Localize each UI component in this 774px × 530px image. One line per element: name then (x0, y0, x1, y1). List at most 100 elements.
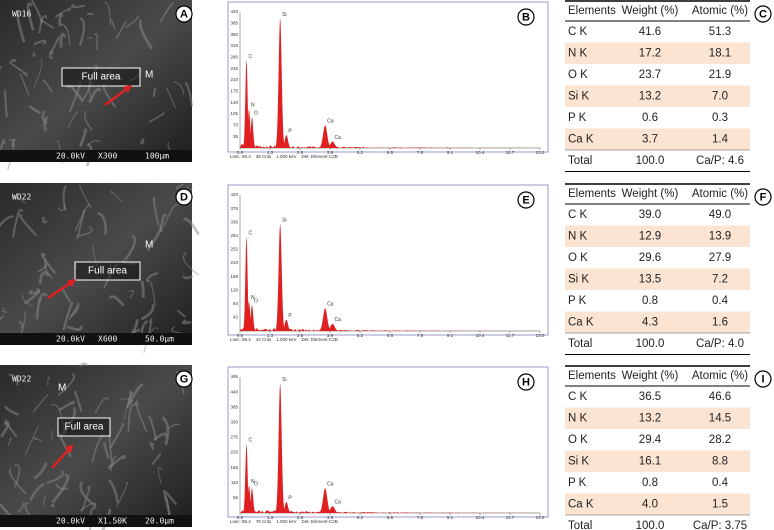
sem-texture (21, 293, 34, 307)
table-cell: 100.0 (636, 520, 665, 530)
sem-texture (147, 415, 158, 441)
peak (241, 237, 251, 331)
sem-texture (152, 87, 156, 97)
peak-label: Ca (327, 119, 334, 125)
table-cell: O K (568, 252, 588, 264)
full-area-label: Full area (88, 266, 127, 277)
sem-texture (115, 20, 127, 40)
sem-texture (35, 292, 48, 320)
table-cell: 100.0 (636, 338, 665, 350)
sem-texture (16, 11, 26, 43)
table-cell: C K (568, 391, 588, 403)
sem-texture (57, 204, 66, 212)
y-tick-label: 252 (230, 247, 238, 252)
peak-label: N (251, 102, 255, 108)
row-shade (565, 268, 750, 290)
sem-texture (77, 226, 93, 238)
sem-texture (60, 406, 77, 438)
y-tick-label: 110 (231, 480, 239, 485)
sem-texture (28, 289, 41, 295)
sem-mag: X600 (98, 335, 117, 344)
sem-texture (162, 490, 178, 506)
peak (323, 141, 341, 148)
spectrum-footer: Lsec: 88.4 78 Cnts 1.000 keV Det: Elemen… (230, 519, 338, 524)
panel-label: D (180, 191, 188, 203)
y-tick-label: 165 (230, 465, 238, 470)
table-cell: 16.1 (639, 455, 661, 467)
sem-texture (19, 72, 30, 96)
table-cell: Ca K (568, 133, 594, 145)
spectrum-frame (227, 366, 549, 518)
panel-label-circle (175, 370, 193, 388)
sem-texture (55, 483, 69, 490)
y-tick-label: 210 (230, 260, 238, 265)
y-tick-label: 315 (230, 43, 238, 48)
sem-texture (22, 71, 29, 77)
arrow (47, 280, 73, 300)
y-tick-label: 294 (230, 233, 238, 238)
spectrum-frame (227, 184, 549, 336)
sem-texture (109, 69, 124, 79)
y-tick-label: 84 (233, 301, 239, 306)
region-label: M (58, 383, 66, 394)
sem-mag: X300 (98, 152, 117, 161)
peak (280, 319, 293, 331)
sem-texture (94, 32, 98, 50)
sem-texture (76, 209, 85, 240)
peak (241, 444, 251, 513)
y-tick-label: 105 (230, 111, 238, 116)
peak-label: Ca (335, 135, 342, 141)
peak-label: O (254, 298, 258, 304)
x-tick-label: 5.2 (357, 150, 364, 155)
sem-texture (157, 467, 163, 484)
row-shade (565, 493, 750, 515)
full-area-label: Full area (82, 72, 121, 83)
x-tick-label: 13.0 (536, 515, 545, 520)
panel-label: I (761, 373, 764, 385)
sem-kv: 20.0kV (56, 517, 85, 526)
sem-texture (49, 36, 60, 55)
sem-texture (108, 263, 112, 275)
sem-texture (0, 139, 6, 150)
peak-label: O (254, 482, 258, 488)
y-tick-label: 440 (230, 389, 238, 394)
sem-texture (78, 16, 86, 46)
row-shade (565, 225, 750, 247)
peak-label: O (254, 111, 258, 117)
x-tick-label: 0.0 (237, 515, 244, 520)
sem-texture (8, 373, 19, 386)
sem-texture (0, 215, 14, 227)
table-cell: O K (568, 69, 588, 81)
y-tick-label: 495 (230, 374, 238, 379)
x-tick-label: 1.3 (267, 515, 274, 520)
sem-scale: 50.0μm (145, 335, 174, 344)
sem-texture (59, 32, 67, 48)
table-cell: 13.5 (639, 273, 661, 285)
sem-texture (79, 502, 97, 512)
peak-label: P (288, 128, 292, 134)
region-label: M (145, 70, 153, 81)
peak (244, 109, 254, 148)
y-tick-label: 126 (230, 287, 238, 292)
table-cell: P K (568, 112, 587, 124)
panel-label-circle (754, 5, 772, 23)
panel-label-circle (517, 8, 535, 26)
y-tick-label: 275 (230, 435, 238, 440)
sem-texture (127, 403, 139, 432)
panel-label: A (180, 8, 188, 20)
table-cell: Si K (568, 273, 589, 285)
sem-texture (26, 2, 35, 31)
table-cell: 51.3 (709, 26, 731, 38)
sem-texture (58, 400, 75, 412)
y-tick-label: 42 (233, 315, 239, 320)
x-tick-label: 1.3 (267, 333, 274, 338)
sem-texture (54, 7, 72, 18)
sem-texture (81, 485, 91, 512)
sem-texture (51, 503, 56, 508)
table-header: Weight (%) (622, 188, 679, 200)
full-area-box (74, 261, 141, 281)
sem-texture (50, 403, 65, 432)
x-tick-label: 0.0 (237, 150, 244, 155)
table-cell: 36.5 (639, 391, 661, 403)
panel-label-circle (175, 188, 193, 206)
